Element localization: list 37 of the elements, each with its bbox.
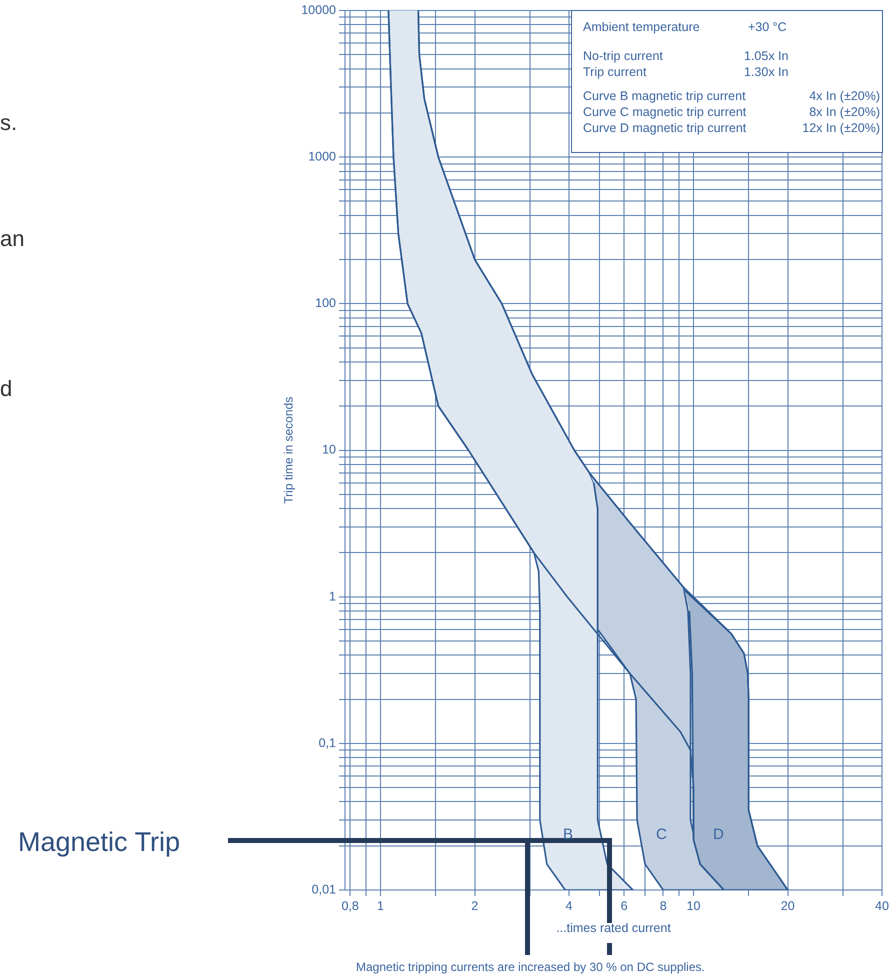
annotation: 1.30x In <box>744 65 788 80</box>
annotation: Trip current <box>583 65 646 80</box>
x-tick-label: 0,8 <box>342 898 359 913</box>
text: Magnetic Trip <box>18 826 180 858</box>
x-tick-label: 20 <box>780 898 795 913</box>
y-tick-label: 0,1 <box>318 736 336 750</box>
annotation: Curve D magnetic trip current <box>583 121 746 136</box>
text: an <box>0 226 24 252</box>
annotation: +30 °C <box>748 20 787 35</box>
y-tick-label: 0,01 <box>312 882 336 896</box>
annotation: 8x In (±20%) <box>809 105 880 120</box>
annotation: Curve B magnetic trip current <box>583 89 746 104</box>
annotation: 12x In (±20%) <box>802 121 880 136</box>
annotation: D <box>713 826 724 844</box>
annotation: Curve C magnetic trip current <box>583 105 746 120</box>
annotation: 1.05x In <box>744 49 788 64</box>
y-tick-label: 10000 <box>301 2 336 17</box>
x-tick-label: 8 <box>660 898 667 913</box>
y-tick-label: 100 <box>315 296 336 310</box>
y-tick-label: 1 <box>329 589 336 604</box>
x-tick-label: 2 <box>471 898 478 913</box>
y-tick-label: 1000 <box>308 150 336 164</box>
annotation: Ambient temperature <box>583 20 700 35</box>
text: Magnetic tripping currents are increased by 30 % on DC supplies. <box>356 960 705 974</box>
x-tick-label: 10 <box>686 898 701 913</box>
text: d <box>0 376 12 402</box>
y-axis-title: Trip time in seconds <box>282 396 296 504</box>
y-tick-label: 10 <box>322 442 336 457</box>
annotation: C <box>656 826 667 844</box>
x-tick-label: 40 <box>875 898 889 913</box>
annotation: 4x In (±20%) <box>809 89 880 104</box>
x-tick-label: 1 <box>377 898 384 913</box>
text: s. <box>0 110 18 136</box>
x-tick-label: 6 <box>620 898 628 913</box>
annotation: No-trip current <box>583 49 663 64</box>
x-tick-label: 4 <box>566 898 573 913</box>
x-axis-title: ...times rated current <box>556 920 672 935</box>
